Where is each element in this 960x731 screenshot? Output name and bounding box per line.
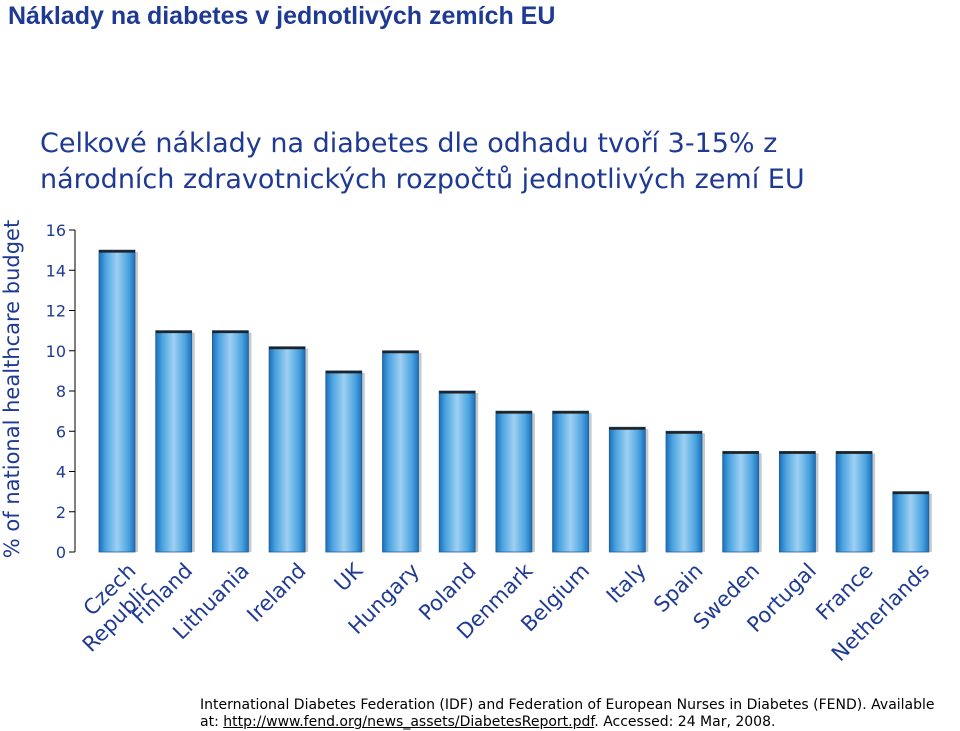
y-tick-label: 0 [56,543,66,562]
x-tick-label-line: Ireland [242,559,310,627]
bar [438,390,476,553]
x-tick-label: Italy [602,559,651,608]
y-tick-label: 14 [46,261,66,280]
y-tick-label: 12 [46,302,66,321]
bar-top-cap [439,391,476,394]
x-tick-label: Netherlands [827,559,934,666]
bar [211,330,249,553]
bar [98,249,136,553]
x-tick-label: Ireland [242,559,310,627]
bar-top-cap [552,411,589,414]
bar-top-cap [609,427,646,430]
y-tick-label: 4 [56,463,66,482]
bar-top-cap [99,250,135,253]
bar [382,350,419,553]
bar-top-cap [325,370,362,374]
bar [722,450,760,553]
y-axis: 0 2 4 6 8 10 12 14 16 [46,221,76,562]
bar-top-cap [269,346,306,350]
y-tick-label: 8 [56,382,66,401]
bar-top-cap [212,330,249,334]
x-tick-label-line: UK [330,558,368,596]
bar-top-cap [666,431,702,434]
bar [495,410,533,553]
chart-subtitle: Celkové náklady na diabetes dle odhadu t… [40,126,940,198]
page-title: Náklady na diabetes v jednotlivých zemíc… [8,2,556,30]
x-tick-label-line: Italy [602,559,651,608]
bar [892,491,930,553]
y-tick-label: 10 [46,342,66,361]
bar [552,410,589,553]
bar-top-cap [382,350,419,354]
bar-top-cap [495,411,532,414]
bar [608,426,646,553]
source-line-2: at: http://www.fend.org/news_assets/Diab… [200,714,960,731]
source-line-1: International Diabetes Federation (IDF) … [200,697,935,713]
x-tick-label-line: Netherlands [827,559,934,666]
y-tick-label: 16 [46,221,66,240]
bar [268,346,306,553]
bar-top-cap [722,451,759,454]
x-tick-label: UK [330,558,368,596]
bar-top-cap [892,491,929,495]
source-prefix: at: [200,714,224,730]
subtitle-line-1: Celkové náklady na diabetes dle odhadu t… [40,128,778,159]
y-tick-label: 6 [56,422,66,441]
bar-top-cap [155,330,192,334]
bar [779,450,816,553]
y-tick-label: 2 [56,503,66,522]
bar [325,370,363,553]
bar [665,430,703,553]
bar-top-cap [779,451,816,454]
source-link[interactable]: http://www.fend.org/news_assets/Diabetes… [223,714,595,730]
bars [98,249,932,553]
subtitle-line-2: národních zdravotnických rozpočtů jednot… [40,164,805,195]
bar [155,330,193,553]
bar-top-cap [836,451,873,454]
bar [835,450,873,553]
source-citation: International Diabetes Federation (IDF) … [200,697,960,731]
source-suffix: . Accessed: 24 Mar, 2008. [594,714,776,730]
